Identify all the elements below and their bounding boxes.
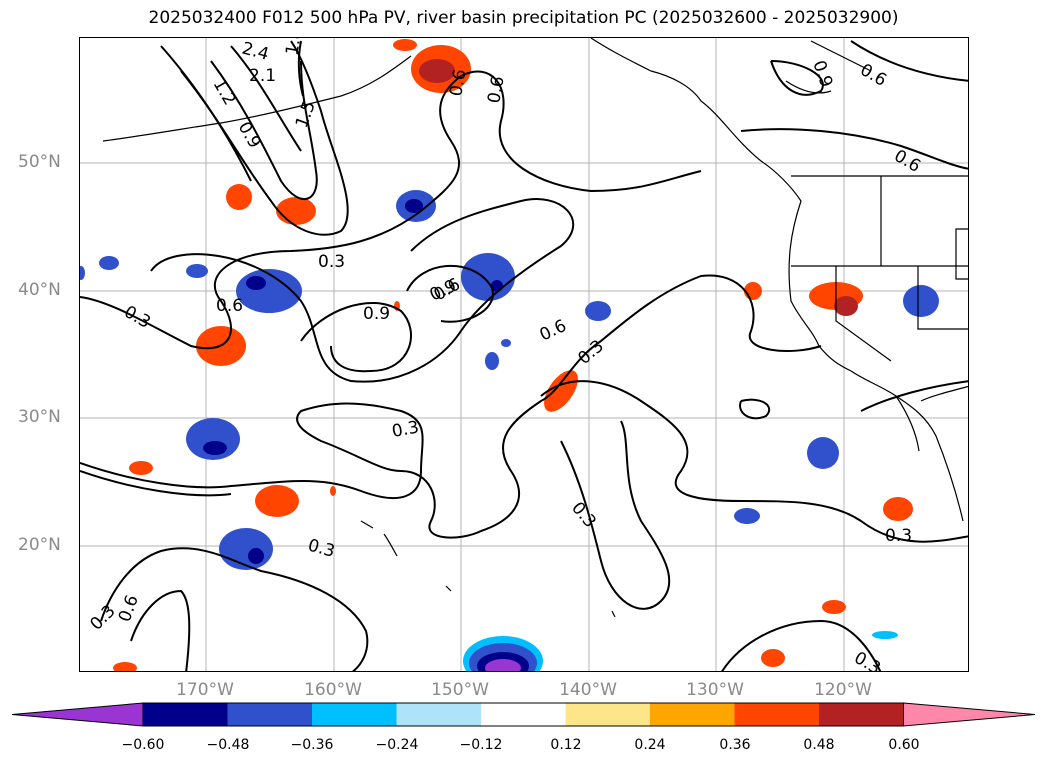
map-panel[interactable]: 2.4 2.1 1.8 1.5 1.2 0.9 0.6 0.3 0.3 0.6 … (79, 37, 969, 672)
contour-label: 2.1 (249, 66, 276, 86)
colorbar-tick-label: 0.24 (634, 737, 666, 753)
contour-label: 0.9 (363, 304, 390, 324)
colorbar-segment (650, 703, 735, 726)
contour-label: 0.3 (574, 336, 608, 369)
lon-label-150w: 150°W (431, 680, 489, 700)
colorbar-tick-label: −0.36 (290, 737, 334, 753)
contour-label: 1.5 (292, 98, 320, 130)
lon-label-120w: 120°W (814, 680, 872, 700)
contour-label: 0.6 (216, 296, 243, 316)
colorbar (11, 702, 1036, 727)
contour-label: 0.3 (390, 418, 420, 442)
colorbar-extension-high (903, 702, 1036, 727)
contour-label: 0.3 (567, 498, 600, 532)
colorbar-outline (142, 702, 904, 727)
colorbar-segment (227, 703, 312, 726)
contour-label: 0.6 (446, 68, 470, 98)
map-title: 2025032400 F012 500 hPa PV, river basin … (148, 8, 899, 28)
contour-label: 0.6 (537, 316, 570, 346)
colorbar-segment (565, 703, 650, 726)
contour-label: 0.3 (318, 252, 345, 272)
contour-label: 0.3 (885, 526, 912, 546)
lon-label-140w: 140°W (559, 680, 617, 700)
pv-contours (80, 40, 968, 671)
contour-label: 2.4 (240, 39, 271, 65)
colorbar-tick-label: 0.36 (719, 737, 751, 753)
lat-label-20n: 20°N (18, 535, 61, 555)
graticule (80, 38, 968, 671)
precipitation-shading (80, 39, 939, 671)
colorbar-segment (734, 703, 819, 726)
contour-label: 0.6 (484, 75, 508, 105)
colorbar-tick-label: −0.24 (375, 737, 419, 753)
lat-label-50n: 50°N (18, 152, 61, 172)
colorbar-segment (819, 703, 904, 726)
lat-label-40n: 40°N (18, 280, 61, 300)
colorbar-segment (481, 703, 566, 726)
contour-label: 0.3 (121, 302, 154, 333)
contour-label: 0.9 (808, 58, 836, 90)
colorbar-extension-low (11, 702, 144, 727)
colorbar-tick-label: −0.12 (459, 737, 503, 753)
colorbar-tick-label: −0.48 (206, 737, 250, 753)
colorbar-tick-label: −0.60 (121, 737, 165, 753)
lon-label-160w: 160°W (304, 680, 362, 700)
contour-label: 0.6 (115, 592, 143, 624)
colorbar-segments (11, 702, 1036, 727)
map-canvas[interactable]: 2.4 2.1 1.8 1.5 1.2 0.9 0.6 0.3 0.3 0.6 … (80, 38, 969, 672)
contour-label: 0.3 (306, 536, 337, 562)
contour-label: 0.3 (851, 648, 884, 672)
contour-label: 1.2 (209, 76, 240, 109)
lon-label-130w: 130°W (686, 680, 744, 700)
colorbar-segment (312, 703, 397, 726)
colorbar-segment (396, 703, 481, 726)
contour-label: 0.9 (234, 119, 265, 152)
lat-label-30n: 30°N (18, 407, 61, 427)
colorbar-tick-label: 0.48 (803, 737, 835, 753)
colorbar-segment (143, 703, 228, 726)
colorbar-tick-label: 0.12 (550, 737, 582, 753)
contour-label: 1.8 (282, 38, 306, 57)
contour-label: 0.6 (857, 60, 890, 91)
colorbar-tick-label: 0.60 (888, 737, 920, 753)
contour-label: 0.6 (891, 146, 924, 177)
lon-label-170w: 170°W (176, 680, 234, 700)
